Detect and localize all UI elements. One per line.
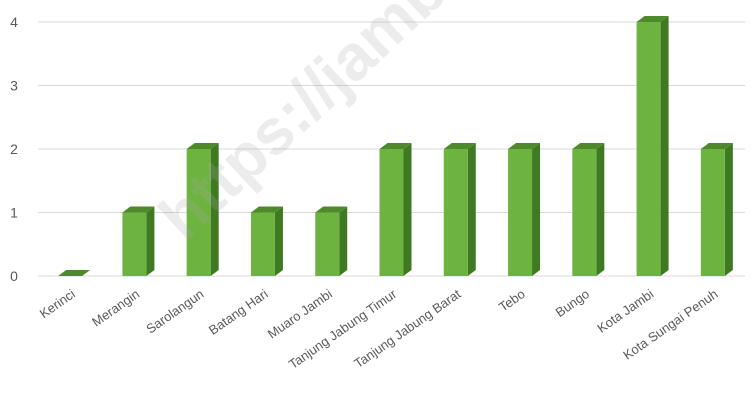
bar-side — [660, 16, 669, 276]
bar-side — [339, 206, 348, 276]
bar-top — [122, 206, 155, 213]
bar-side — [210, 143, 219, 276]
x-tick-label: Bungo — [553, 286, 592, 320]
bar-side — [403, 143, 412, 276]
bar-side — [274, 206, 283, 276]
bar-front — [250, 212, 275, 276]
bar — [700, 143, 733, 276]
bar-top — [508, 143, 541, 149]
x-tick-label: Sarolangun — [143, 286, 206, 336]
bar-front — [379, 149, 404, 276]
bar — [572, 143, 605, 276]
y-tick-label: 0 — [10, 268, 18, 284]
bar — [443, 143, 476, 276]
bar-top — [700, 143, 733, 149]
x-tick-label: Tanjung Jabung Barat — [351, 286, 464, 371]
x-tick-label: Kota Jambi — [594, 286, 656, 336]
bar-side — [596, 143, 605, 276]
x-tick-label: Merangin — [89, 286, 142, 329]
bar-top — [572, 143, 605, 149]
bar-top — [379, 143, 412, 149]
bar-top — [58, 270, 91, 276]
bar — [636, 16, 669, 276]
bar-side — [467, 143, 476, 276]
bar — [508, 143, 541, 276]
bar — [186, 143, 219, 276]
y-tick-label: 3 — [10, 78, 18, 94]
bar — [315, 206, 348, 276]
bar-front — [508, 149, 533, 276]
bar-top — [250, 206, 283, 213]
x-tick-label: Kerinci — [37, 286, 78, 321]
bar-side — [724, 143, 733, 276]
bar — [122, 206, 155, 276]
bar-front — [636, 22, 661, 276]
bar-front — [315, 212, 340, 276]
bar — [58, 270, 91, 276]
bar-front — [572, 149, 597, 276]
y-tick-label: 2 — [10, 141, 18, 157]
bar-top — [443, 143, 476, 149]
x-tick-label: Batang Hari — [206, 286, 271, 338]
bar-side — [146, 206, 155, 276]
bar-top — [315, 206, 348, 213]
x-tick-label: Tanjung Jabung Timur — [286, 286, 400, 372]
bar-side — [532, 143, 541, 276]
bar — [379, 143, 412, 276]
bar-front — [186, 149, 211, 276]
bar-top — [186, 143, 219, 149]
y-tick-label: 1 — [10, 205, 18, 221]
bar-top — [636, 16, 669, 22]
y-tick-label: 4 — [10, 14, 18, 30]
bar — [250, 206, 283, 276]
bar-front — [443, 149, 468, 276]
x-tick-label: Tebo — [496, 286, 528, 314]
bar-front — [122, 212, 147, 276]
bar-front — [700, 149, 725, 276]
